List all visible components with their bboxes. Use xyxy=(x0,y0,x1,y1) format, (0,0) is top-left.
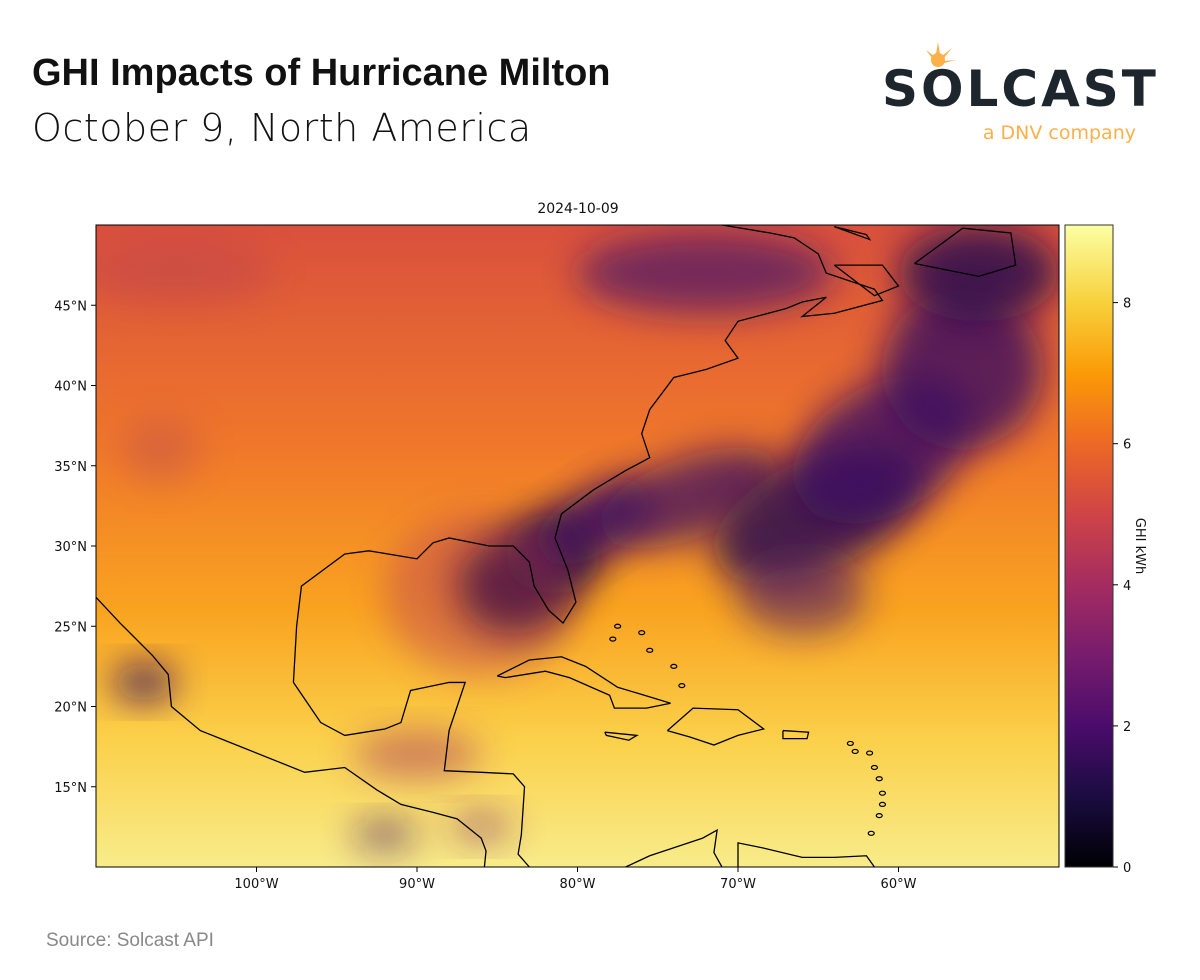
y-tick-label: 35°N xyxy=(54,460,87,475)
island xyxy=(614,623,622,629)
island xyxy=(851,748,859,755)
y-tick-label: 45°N xyxy=(54,299,87,314)
island xyxy=(875,776,883,782)
y-tick-label: 15°N xyxy=(54,781,87,796)
x-tick-label: 60°W xyxy=(881,877,917,892)
cloud-region xyxy=(352,818,417,851)
colorbar-tick-label: 4 xyxy=(1123,579,1131,594)
coastline xyxy=(625,828,723,867)
island xyxy=(878,790,887,796)
coastline xyxy=(737,842,875,867)
island xyxy=(870,764,879,771)
solcast-logo: SOLCAST a DNV company xyxy=(880,40,1156,150)
source-note: Source: Solcast API xyxy=(46,930,214,951)
cloud-region xyxy=(352,730,482,779)
cloud-region xyxy=(120,417,201,482)
cloud-region xyxy=(112,663,177,702)
ghi-field xyxy=(96,225,1059,867)
x-tick-label: 80°W xyxy=(560,877,596,892)
island xyxy=(646,647,654,653)
coastline xyxy=(96,596,487,867)
y-tick-label: 40°N xyxy=(54,380,87,395)
colorbar-tick-label: 8 xyxy=(1123,297,1131,312)
y-tick-label: 20°N xyxy=(54,701,87,716)
page-title: GHI Impacts of Hurricane Milton xyxy=(32,52,611,94)
cloud-region xyxy=(598,447,782,548)
cloud-region xyxy=(898,225,1059,322)
island xyxy=(670,663,678,669)
coastline xyxy=(292,681,530,867)
coastline xyxy=(833,264,900,297)
cloud-region xyxy=(96,241,273,306)
coastline xyxy=(782,729,810,740)
colorbar-label: GHI kWh xyxy=(1132,518,1147,574)
cloud-region xyxy=(882,289,1043,450)
logo-tagline: a DNV company xyxy=(982,122,1136,144)
x-tick-label: 70°W xyxy=(720,877,756,892)
colorbar-tick-label: 2 xyxy=(1123,720,1131,735)
colorbar-tick-label: 6 xyxy=(1123,438,1131,453)
island xyxy=(875,813,883,819)
cloud-region xyxy=(577,233,835,314)
logo-brand: SOLCAST xyxy=(882,60,1159,118)
coastline xyxy=(666,707,766,746)
cloud-region xyxy=(738,554,867,635)
sun-icon xyxy=(926,42,956,67)
coastline xyxy=(496,656,671,709)
x-tick-label: 100°W xyxy=(234,877,278,892)
colorbar xyxy=(1064,224,1114,868)
page-subtitle: October 9, North America xyxy=(32,106,532,150)
x-tick-label: 90°W xyxy=(399,877,435,892)
island xyxy=(846,740,854,747)
y-tick-label: 25°N xyxy=(54,620,87,635)
island xyxy=(678,683,686,689)
coastline xyxy=(834,225,872,241)
coastline xyxy=(292,225,884,683)
island xyxy=(609,636,617,642)
colorbar-tick-label: 0 xyxy=(1123,861,1131,876)
coastline xyxy=(914,227,1017,278)
y-tick-label: 30°N xyxy=(54,540,87,555)
coastline xyxy=(604,731,639,741)
island xyxy=(866,750,874,756)
island xyxy=(638,630,646,636)
island xyxy=(867,830,875,836)
cloud-region xyxy=(449,810,514,843)
cloud-region xyxy=(384,513,578,675)
map-title: 2024-10-09 xyxy=(537,201,619,217)
island xyxy=(878,801,887,808)
